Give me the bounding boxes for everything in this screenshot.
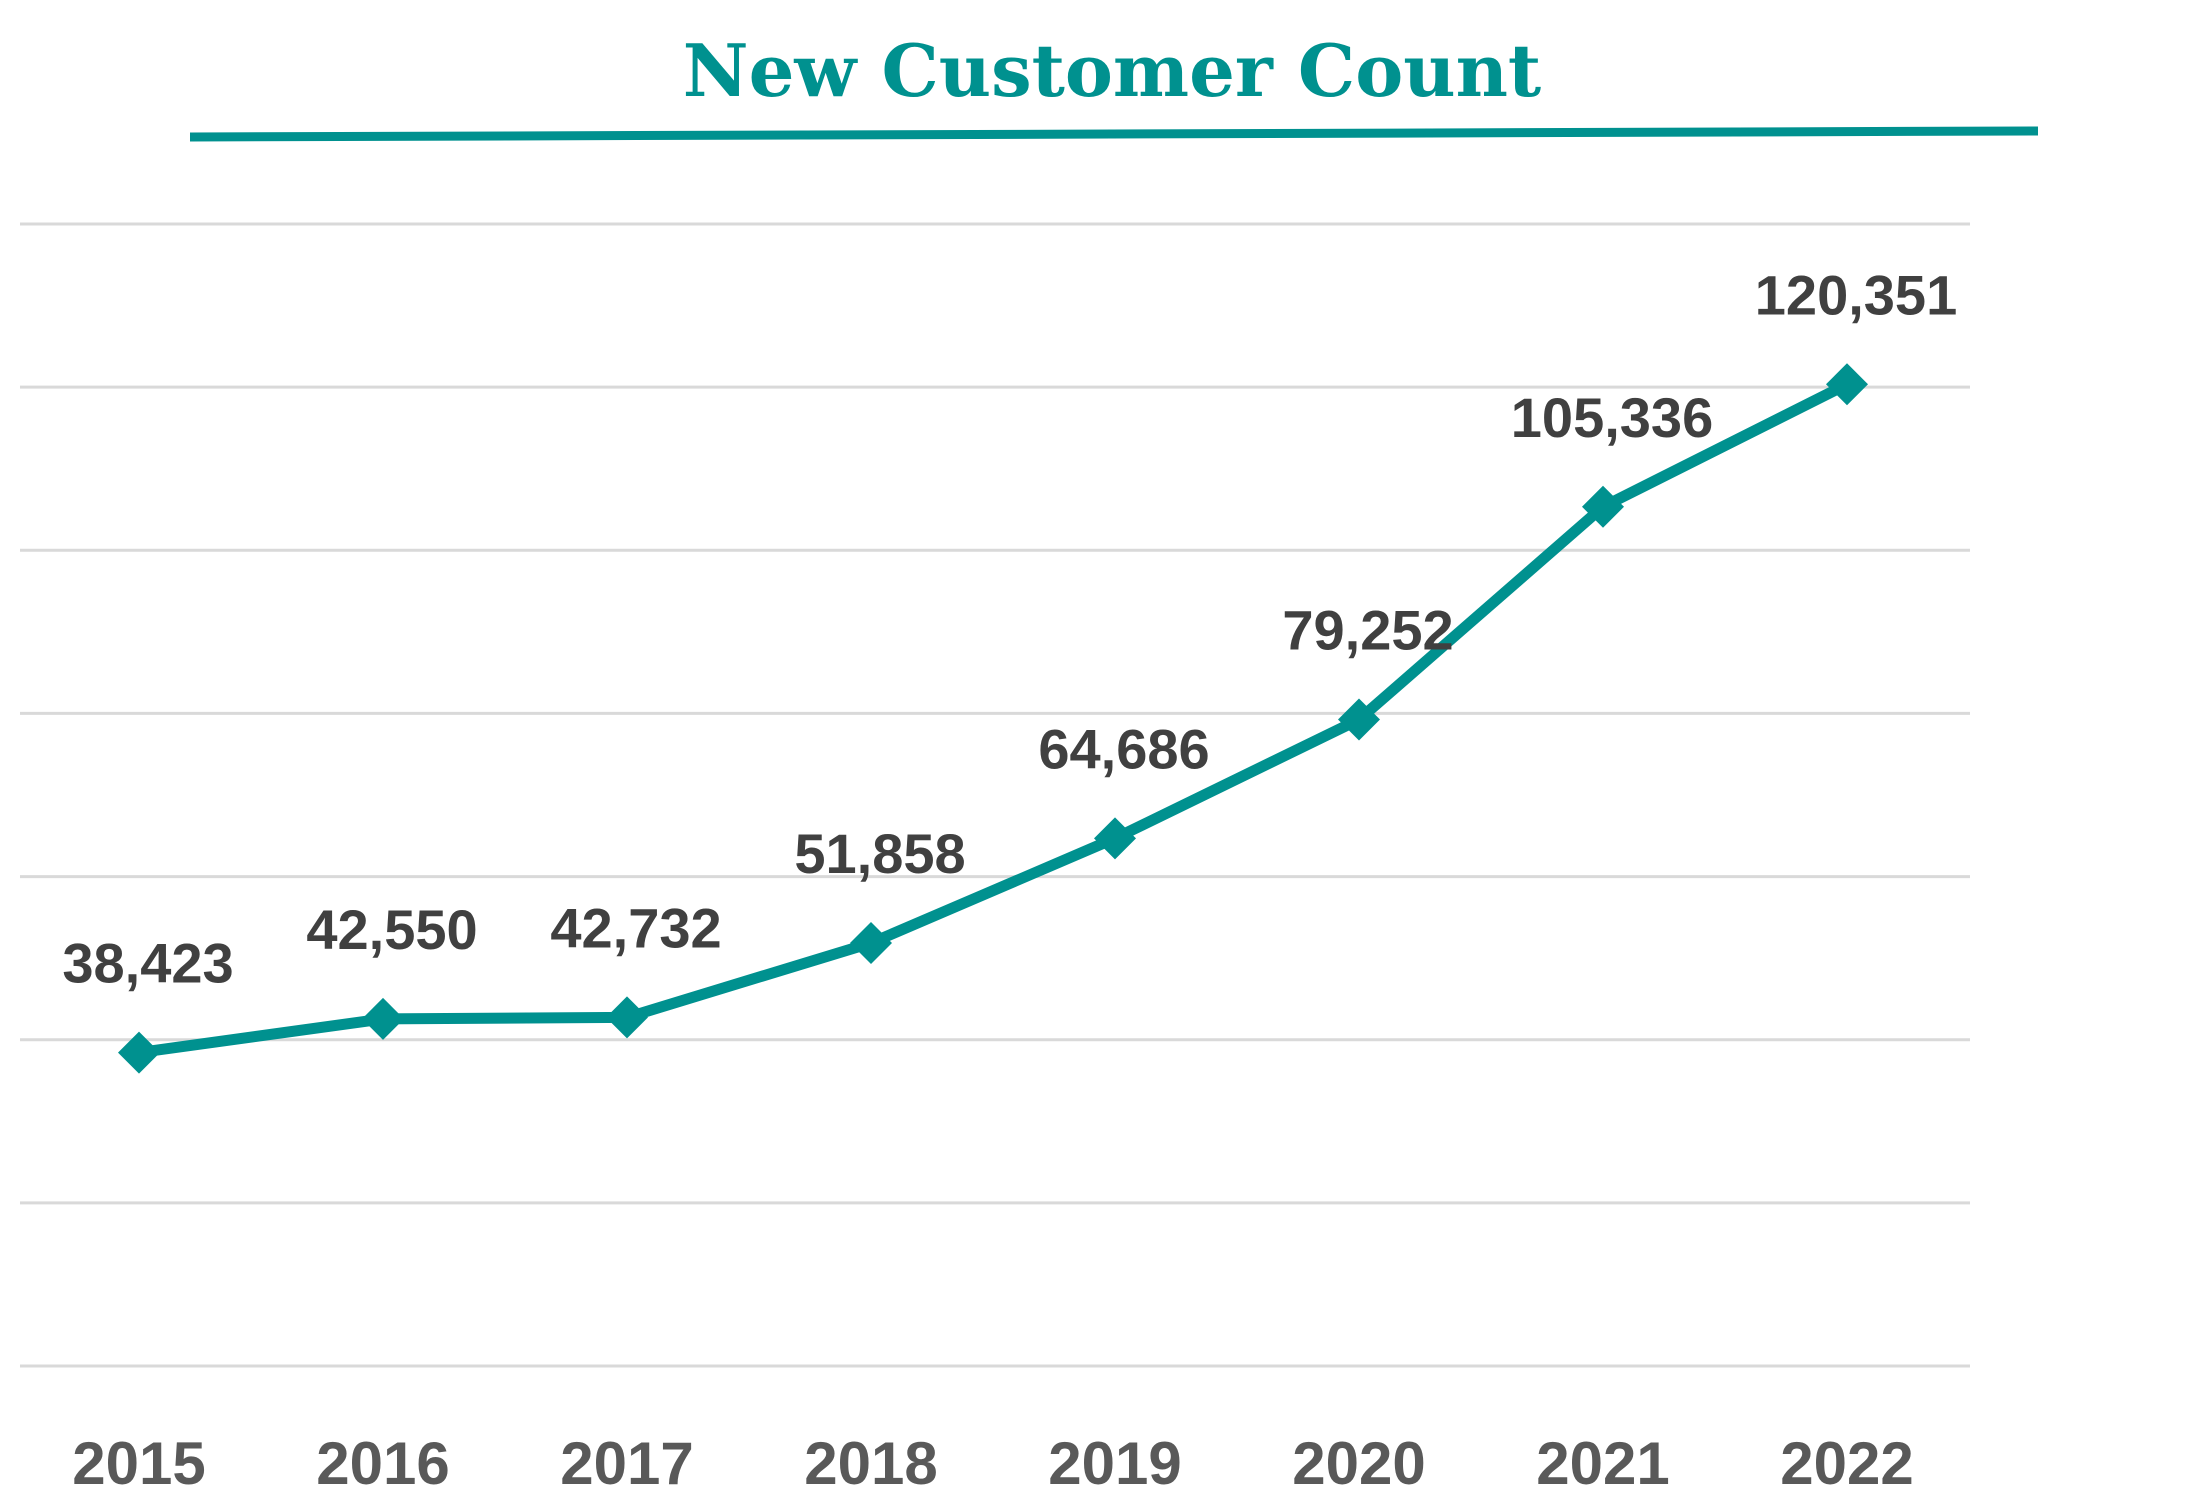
data-point-marker	[1826, 363, 1868, 406]
markers	[118, 363, 1868, 1074]
data-label: 42,732	[550, 896, 721, 959]
data-point-marker	[1338, 698, 1380, 741]
data-label: 42,550	[306, 898, 477, 961]
data-label: 51,858	[794, 822, 965, 885]
data-label: 38,423	[62, 932, 233, 995]
x-tick-label: 2022	[1780, 1430, 1913, 1497]
x-tick-label: 2020	[1292, 1430, 1425, 1497]
x-axis-tick-labels: 2015 2016 2017 2018 2019 2020 2021 2022	[72, 1430, 1913, 1497]
data-labels: 38,423 42,550 42,732 51,858 64,686 79,252 105,…	[62, 263, 1957, 994]
data-label: 120,351	[1755, 263, 1957, 326]
data-point-marker	[1582, 485, 1624, 528]
data-label: 79,252	[1282, 599, 1453, 662]
x-tick-label: 2017	[560, 1430, 693, 1497]
x-tick-label: 2021	[1536, 1430, 1669, 1497]
data-point-marker	[850, 921, 892, 964]
data-point-marker	[118, 1031, 160, 1074]
data-point-marker	[1094, 817, 1136, 860]
data-point-marker	[606, 996, 648, 1039]
data-label: 105,336	[1511, 386, 1713, 449]
chart-title: New Customer Count	[683, 28, 1541, 113]
data-label: 64,686	[1038, 717, 1209, 780]
x-tick-label: 2019	[1048, 1430, 1181, 1497]
gridlines	[20, 222, 1970, 1368]
x-tick-label: 2016	[316, 1430, 449, 1497]
title-underline	[189, 126, 2039, 142]
series-line	[138, 379, 1850, 1059]
x-tick-label: 2018	[804, 1430, 937, 1497]
x-tick-label: 2015	[72, 1430, 205, 1497]
data-point-marker	[362, 997, 404, 1040]
